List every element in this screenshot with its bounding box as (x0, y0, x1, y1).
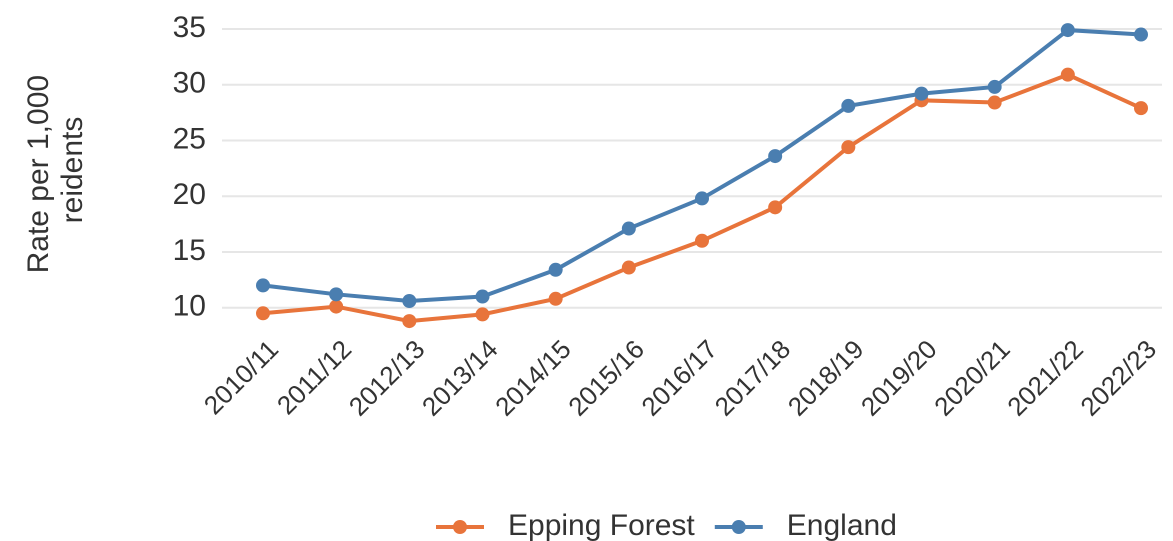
y-tick-label: 30 (173, 67, 206, 100)
x-tick-label: 2017/18 (709, 334, 797, 422)
y-tick-label: 15 (173, 234, 206, 267)
data-point (256, 306, 270, 321)
x-tick-label: 2010/11 (198, 334, 284, 420)
x-tick-label: 2021/22 (1001, 334, 1089, 422)
data-point (914, 86, 929, 101)
y-tick-label: 35 (173, 11, 206, 44)
data-point (695, 191, 709, 206)
x-tick-label: 2012/13 (343, 334, 431, 422)
data-point (548, 291, 563, 306)
data-point (1060, 23, 1075, 38)
data-point (548, 262, 563, 277)
x-tick-label: 2015/16 (562, 334, 650, 422)
data-point (621, 221, 636, 236)
y-tick-label: 20 (173, 178, 206, 211)
data-point (402, 294, 417, 309)
data-point (1060, 67, 1075, 82)
data-point (1134, 101, 1148, 116)
y-tick-label: 10 (173, 290, 206, 323)
legend-label: Epping Forest (508, 509, 695, 541)
x-tick-label: 2018/19 (782, 334, 870, 422)
x-tick-label: 2022/23 (1074, 334, 1162, 422)
series-line (262, 28, 1142, 304)
legend-swatch-point (731, 520, 746, 534)
legend-label: England (787, 509, 897, 541)
data-point (768, 200, 783, 215)
x-tick-label: 2013/14 (416, 334, 504, 422)
x-tick-label: 2016/17 (635, 334, 723, 422)
data-point (329, 299, 344, 314)
data-point (987, 95, 1002, 110)
data-point (256, 278, 270, 293)
data-point (987, 79, 1002, 94)
x-tick-label: 2020/21 (928, 334, 1016, 422)
data-point (841, 140, 856, 155)
data-point (768, 149, 783, 164)
data-point (475, 307, 490, 322)
x-tick-label: 2011/12 (271, 334, 357, 420)
legend-swatch-point (453, 520, 467, 534)
y-tick-label: 25 (173, 122, 206, 155)
data-point (475, 289, 490, 304)
y-axis-title-line: Rate per 1,000 (22, 75, 55, 273)
data-point (329, 287, 344, 302)
data-point (621, 260, 636, 275)
x-tick-label: 2019/20 (855, 334, 943, 422)
data-point (402, 314, 417, 329)
data-point (695, 233, 709, 248)
data-point (841, 98, 856, 113)
y-axis-title: Rate per 1,000 reidents (22, 67, 89, 274)
data-point (1134, 27, 1148, 42)
y-axis-title-line: reidents (56, 117, 89, 224)
x-tick-label: 2014/15 (489, 334, 577, 422)
